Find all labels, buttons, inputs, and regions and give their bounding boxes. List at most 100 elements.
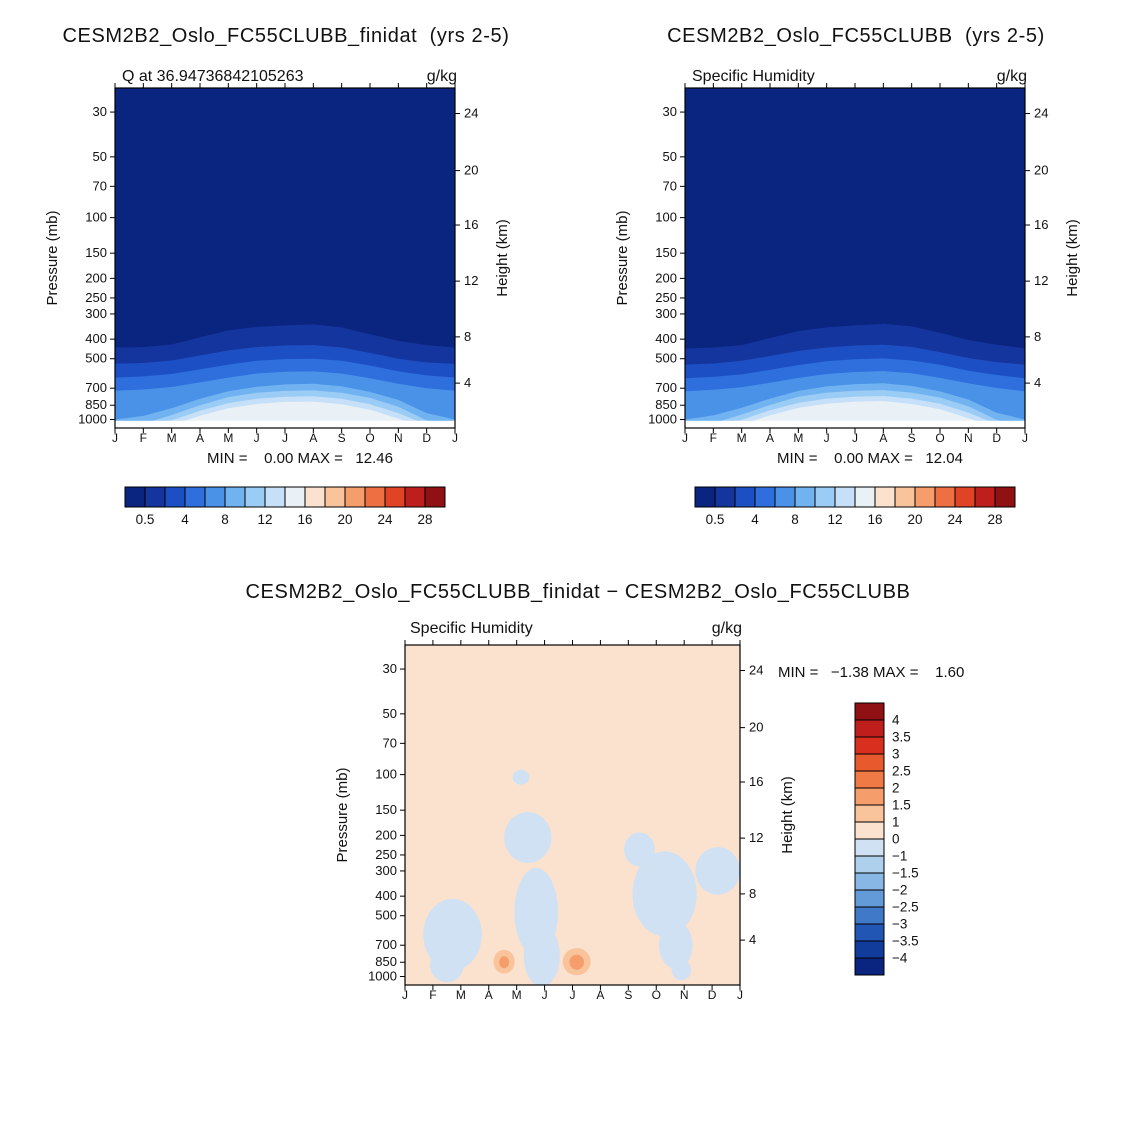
height-tick-label: 12 [464,273,478,288]
pressure-tick-label: 400 [655,331,677,346]
colorbar-box [834,486,856,508]
pressure-tick-label: 250 [85,290,107,305]
pressure-tick-label: 200 [375,827,397,842]
pressure-tick-label: 150 [85,245,107,260]
x-tick-label: S [908,431,916,445]
colorbar-tick-label: 1 [892,815,900,830]
pressure-tick-label: 500 [655,351,677,366]
plots-layer: J F M A M J J A S O N D J305070100150200250300400500… [78,83,1048,1002]
colorbar-box [144,486,166,508]
x-tick-label: M [793,431,803,445]
height-tick-label: 8 [749,886,756,901]
pressure-tick-label: 70 [93,178,107,193]
x-tick-label: M [512,988,522,1002]
colorbar-box [854,736,885,755]
pressure-tick-label: 850 [375,954,397,969]
x-tick-label: J [1022,431,1028,445]
panel-3: J F M A M J J A S O N D J305070100150200250300400500… [368,640,919,1002]
pressure-tick-label: 70 [383,735,397,750]
height-tick-label: 4 [464,375,471,390]
colorbar-tick-label: −2 [892,883,907,898]
colorbar-box [204,486,226,508]
panel1-subtitle-left: Q at 36.94736842105263 [122,68,304,85]
colorbar-tick-label: 24 [947,512,963,527]
colorbar-box [854,838,885,857]
x-tick-label: N [964,431,973,445]
colorbar-box [974,486,996,508]
pressure-tick-label: 700 [655,380,677,395]
colorbar-tick-label: −1.5 [892,866,919,881]
panel2-title: CESM2B2_Oslo_FC55CLUBB (yrs 2-5) [667,25,1045,47]
colorbar-box [854,940,885,959]
colorbar-box [854,486,876,508]
pressure-tick-label: 300 [85,306,107,321]
panel3-unit-label: g/kg [712,620,742,637]
colorbar-box [224,486,246,508]
pressure-tick-label: 30 [93,104,107,119]
x-tick-label: J [254,431,260,445]
colorbar-box [854,906,885,925]
colorbar-box [754,486,776,508]
pressure-tick-label: 100 [85,210,107,225]
diff-anomaly-blob [569,954,584,970]
colorbar-tick-label: 2.5 [892,764,911,779]
colorbar-box [854,957,885,976]
height-tick-label: 24 [749,663,763,678]
panel2-y2-axis-label: Height (km) [1064,219,1081,297]
x-tick-label: S [624,988,632,1002]
diff-anomaly-blob [430,948,464,983]
colorbar-box [164,486,186,508]
panel1-y-axis-label: Pressure (mb) [44,210,61,305]
x-tick-label: D [992,431,1001,445]
colorbar-box [714,486,736,508]
height-tick-label: 12 [749,830,763,845]
panel2-minmax-text: MIN = 0.00 MAX = 12.04 [777,450,963,467]
panel1-y2-axis-label: Height (km) [494,219,511,297]
pressure-tick-label: 150 [375,802,397,817]
pressure-tick-label: 250 [375,847,397,862]
x-tick-label: A [309,431,317,445]
x-tick-label: J [852,431,858,445]
pressure-tick-label: 50 [93,149,107,164]
pressure-tick-label: 850 [85,397,107,412]
height-tick-label: 12 [1034,273,1048,288]
panel1-minmax-text: MIN = 0.00 MAX = 12.46 [207,450,393,467]
height-tick-label: 20 [749,720,763,735]
colorbar-tick-label: 4 [892,713,900,728]
surface-strip [115,420,455,428]
x-tick-label: J [737,988,743,1002]
colorbar-box [424,486,446,508]
pressure-tick-label: 700 [85,380,107,395]
x-tick-label: J [682,431,688,445]
colorbar-tick-label: 8 [221,512,229,527]
colorbar-box [284,486,306,508]
height-tick-label: 20 [464,163,478,178]
x-tick-label: A [879,431,887,445]
panel1-title: CESM2B2_Oslo_FC55CLUBB_finidat (yrs 2-5) [63,25,510,47]
colorbar-tick-label: 24 [377,512,393,527]
colorbar-box [854,872,885,891]
colorbar-box [854,753,885,772]
colorbar-tick-label: 3.5 [892,730,911,745]
colorbar-box [344,486,366,508]
colorbar-box [794,486,816,508]
diff-anomaly-blob [659,921,693,969]
x-tick-label: M [737,431,747,445]
colorbar-box [994,486,1016,508]
panel2-y-axis-label: Pressure (mb) [614,210,631,305]
pressure-tick-label: 1000 [78,411,107,426]
height-tick-label: 20 [1034,163,1048,178]
x-tick-label: O [935,431,944,445]
colorbar-box [934,486,956,508]
panel1-unit-label: g/kg [427,68,457,85]
colorbar-tick-label: 16 [297,512,312,527]
x-tick-label: A [485,988,493,1002]
x-tick-label: F [710,431,717,445]
pressure-tick-label: 150 [655,245,677,260]
pressure-tick-label: 500 [85,351,107,366]
colorbar-tick-label: 0 [892,832,900,847]
x-tick-label: J [452,431,458,445]
x-tick-label: A [196,431,204,445]
